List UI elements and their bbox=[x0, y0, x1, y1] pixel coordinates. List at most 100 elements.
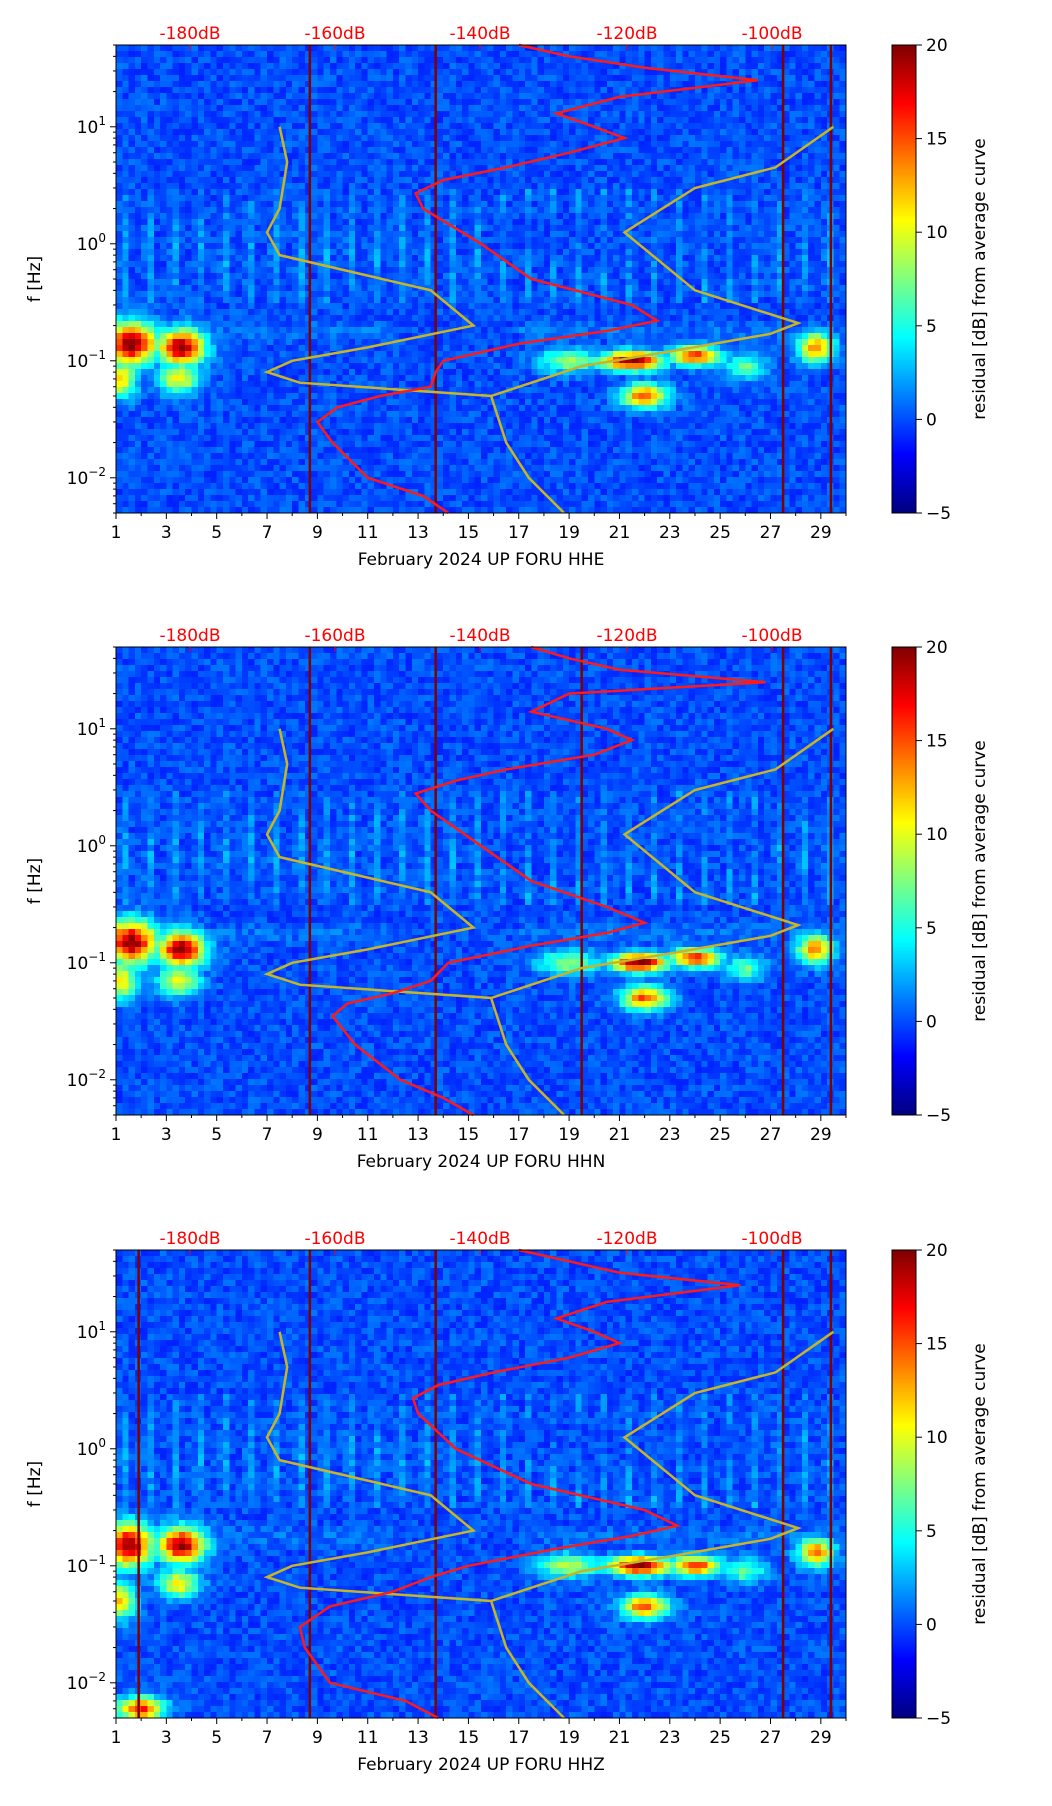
heatmap-cell bbox=[324, 195, 331, 202]
heatmap-cell bbox=[374, 99, 381, 106]
heatmap-cell bbox=[135, 159, 142, 166]
heatmap-cell bbox=[487, 369, 494, 376]
heatmap-cell bbox=[273, 45, 280, 52]
heatmap-cell bbox=[236, 219, 243, 226]
heatmap-cell bbox=[393, 207, 400, 214]
heatmap-cell bbox=[254, 303, 261, 310]
heatmap-cell bbox=[280, 459, 287, 466]
heatmap-cell bbox=[141, 297, 148, 304]
heatmap-cell bbox=[462, 123, 469, 130]
heatmap-cell bbox=[286, 351, 293, 358]
heatmap-cell bbox=[450, 237, 457, 244]
heatmap-cell bbox=[349, 435, 356, 442]
heatmap-cell bbox=[147, 411, 154, 418]
heatmap-cell bbox=[242, 477, 249, 484]
heatmap-cell bbox=[273, 393, 280, 400]
heatmap-cell bbox=[141, 453, 148, 460]
heatmap-cell bbox=[179, 447, 186, 454]
heatmap-cell bbox=[468, 429, 475, 436]
heatmap-cell bbox=[475, 201, 482, 208]
heatmap-cell bbox=[500, 201, 507, 208]
heatmap-cell bbox=[336, 279, 343, 286]
heatmap-cell bbox=[500, 147, 507, 154]
heatmap-cell bbox=[456, 441, 463, 448]
heatmap-cell bbox=[204, 387, 211, 394]
heatmap-cell bbox=[267, 165, 274, 172]
heatmap-cell bbox=[198, 243, 205, 250]
heatmap-cell bbox=[254, 117, 261, 124]
heatmap-cell bbox=[147, 465, 154, 472]
heatmap-cell bbox=[475, 117, 482, 124]
heatmap-cell bbox=[399, 225, 406, 232]
heatmap-cell bbox=[494, 99, 501, 106]
heatmap-cell bbox=[229, 207, 236, 214]
heatmap-cell bbox=[141, 63, 148, 70]
heatmap-cell bbox=[217, 357, 224, 364]
heatmap-cell bbox=[418, 483, 425, 490]
heatmap-cell bbox=[173, 63, 180, 70]
heatmap-cell bbox=[330, 303, 337, 310]
heatmap-cell bbox=[192, 465, 199, 472]
heatmap-cell bbox=[204, 297, 211, 304]
heatmap-cell bbox=[179, 111, 186, 118]
heatmap-cell bbox=[481, 249, 488, 256]
heatmap-cell bbox=[462, 417, 469, 424]
heatmap-cell bbox=[355, 189, 362, 196]
heatmap-cell bbox=[487, 417, 494, 424]
heatmap-cell bbox=[229, 69, 236, 76]
heatmap-cell bbox=[487, 489, 494, 496]
heatmap-cell bbox=[135, 453, 142, 460]
heatmap-cell bbox=[494, 321, 501, 328]
heatmap-cell bbox=[456, 363, 463, 370]
heatmap-cell bbox=[468, 195, 475, 202]
heatmap-cell bbox=[374, 141, 381, 148]
heatmap-cell bbox=[393, 453, 400, 460]
heatmap-cell bbox=[475, 75, 482, 82]
heatmap-cell bbox=[122, 501, 129, 508]
heatmap-cell bbox=[368, 297, 375, 304]
heatmap-cell bbox=[343, 357, 350, 364]
heatmap-cell bbox=[361, 369, 368, 376]
heatmap-cell bbox=[374, 369, 381, 376]
heatmap-cell bbox=[286, 273, 293, 280]
heatmap-cell bbox=[462, 213, 469, 220]
heatmap-cell bbox=[141, 405, 148, 412]
heatmap-cell bbox=[166, 207, 173, 214]
heatmap-cell bbox=[267, 465, 274, 472]
heatmap-cell bbox=[437, 447, 444, 454]
heatmap-cell bbox=[324, 453, 331, 460]
heatmap-cell bbox=[286, 393, 293, 400]
heatmap-cell bbox=[481, 333, 488, 340]
heatmap-cell bbox=[349, 273, 356, 280]
heatmap-cell bbox=[267, 375, 274, 382]
heatmap-cell bbox=[512, 249, 519, 256]
heatmap-cell bbox=[462, 93, 469, 100]
heatmap-cell bbox=[355, 489, 362, 496]
heatmap-cell bbox=[122, 297, 129, 304]
heatmap-cell bbox=[185, 177, 192, 184]
heatmap-cell bbox=[198, 315, 205, 322]
heatmap-cell bbox=[185, 225, 192, 232]
heatmap-cell bbox=[380, 465, 387, 472]
heatmap-cell bbox=[267, 189, 274, 196]
heatmap-cell bbox=[355, 213, 362, 220]
heatmap-cell bbox=[286, 183, 293, 190]
heatmap-cell bbox=[437, 411, 444, 418]
heatmap-cell bbox=[160, 273, 167, 280]
heatmap-cell bbox=[129, 351, 136, 358]
heatmap-cell bbox=[261, 441, 268, 448]
heatmap-cell bbox=[166, 135, 173, 142]
heatmap-cell bbox=[160, 399, 167, 406]
heatmap-cell bbox=[500, 99, 507, 106]
heatmap-cell bbox=[129, 51, 136, 58]
heatmap-cell bbox=[336, 225, 343, 232]
heatmap-cell bbox=[210, 447, 217, 454]
heatmap-cell bbox=[317, 117, 324, 124]
heatmap-cell bbox=[506, 411, 513, 418]
heatmap-cell bbox=[135, 165, 142, 172]
heatmap-cell bbox=[324, 237, 331, 244]
heatmap-cell bbox=[223, 207, 230, 214]
heatmap-cell bbox=[437, 261, 444, 268]
heatmap-cell bbox=[267, 297, 274, 304]
heatmap-cell bbox=[192, 405, 199, 412]
